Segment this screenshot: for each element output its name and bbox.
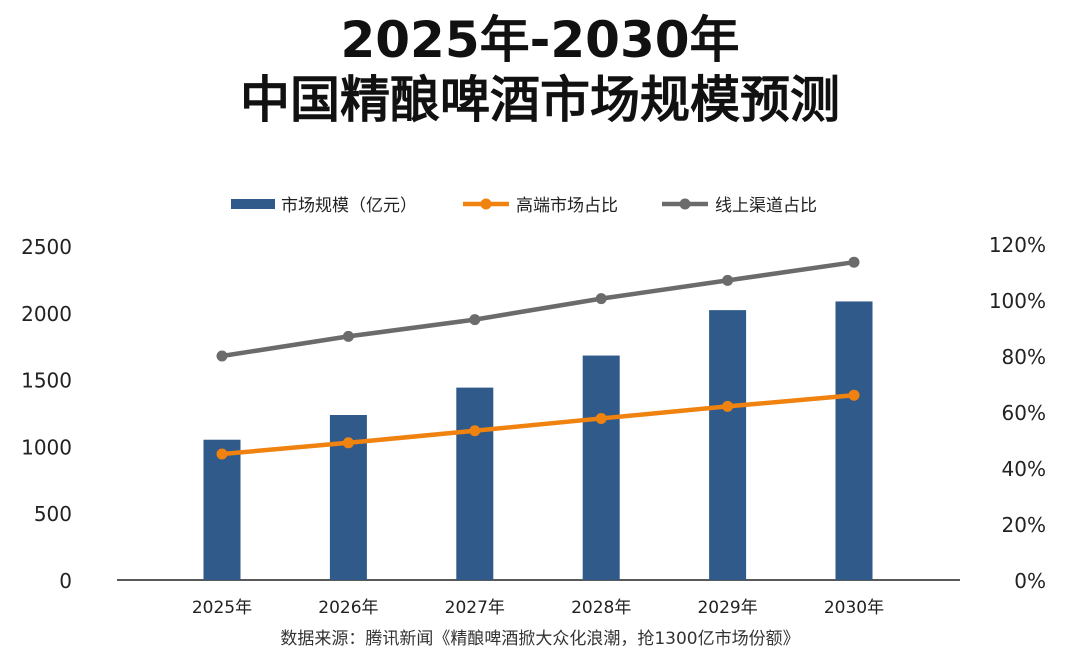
- x-axis-tick-label: 2030年: [824, 598, 884, 618]
- right-axis-tick-label: 20%: [1002, 513, 1046, 537]
- legend-swatch-marker: [480, 198, 492, 210]
- line-point-2: [848, 256, 860, 268]
- left-axis-tick-label: 1500: [21, 369, 72, 393]
- right-axis-tick-label: 80%: [1002, 345, 1046, 369]
- line-point-2: [722, 274, 734, 286]
- legend-label: 市场规模（亿元）: [281, 196, 417, 216]
- right-axis-tick-label: 40%: [1002, 457, 1046, 481]
- legend-label: 高端市场占比: [516, 196, 618, 216]
- line-point-1: [848, 389, 860, 401]
- x-axis-tick-label: 2029年: [697, 598, 757, 618]
- chart-title-line2: 中国精酿啤酒市场规模预测: [240, 71, 840, 129]
- bar-2027年: [456, 387, 494, 580]
- legend-swatch-bar: [231, 199, 275, 209]
- line-point-1: [595, 412, 607, 424]
- line-point-2: [469, 314, 481, 326]
- x-axis-tick-label: 2026年: [318, 598, 378, 618]
- left-axis-tick-label: 1000: [21, 435, 72, 459]
- line-point-1: [342, 437, 354, 449]
- bar-2025年: [203, 439, 241, 580]
- bar-2030年: [835, 301, 873, 580]
- bar-2029年: [709, 310, 747, 580]
- x-axis-tick-label: 2028年: [571, 598, 631, 618]
- legend-label: 线上渠道占比: [715, 196, 817, 216]
- left-axis-tick-label: 2500: [21, 235, 72, 259]
- right-axis-tick-label: 60%: [1002, 401, 1046, 425]
- x-axis-tick-label: 2027年: [445, 598, 505, 618]
- line-series-1: [221, 392, 855, 457]
- right-axis-tick-label: 120%: [989, 233, 1046, 257]
- legend-swatch-marker: [679, 198, 691, 210]
- chart-title-line1: 2025年-2030年: [340, 11, 740, 69]
- line-point-2: [342, 330, 354, 342]
- bar-2028年: [582, 355, 620, 580]
- line-point-1: [722, 400, 734, 412]
- source-note: 数据来源：腾讯新闻《精酿啤酒掀大众化浪潮，抢1300亿市场份额》: [280, 629, 799, 649]
- left-axis-tick-label: 500: [34, 502, 72, 526]
- x-axis-tick-label: 2025年: [192, 598, 252, 618]
- right-axis-tick-label: 0%: [1014, 569, 1046, 593]
- line-point-1: [469, 425, 481, 437]
- left-axis-tick-label: 0: [59, 569, 72, 593]
- line-point-2: [595, 293, 607, 305]
- line-series-2: [221, 259, 855, 359]
- left-axis-tick-label: 2000: [21, 302, 72, 326]
- line-point-2: [216, 350, 228, 362]
- right-axis-tick-label: 100%: [989, 289, 1046, 313]
- line-point-1: [216, 448, 228, 460]
